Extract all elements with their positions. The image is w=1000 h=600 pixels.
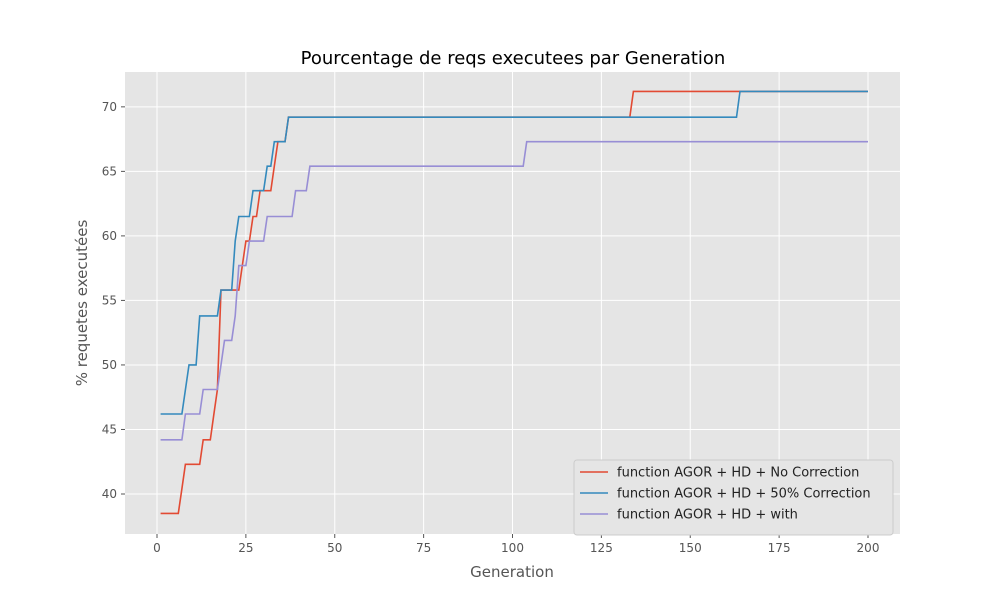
legend-label: function AGOR + HD + No Correction bbox=[617, 466, 859, 481]
y-tick-label: 65 bbox=[102, 164, 117, 178]
series-line-2 bbox=[160, 90, 868, 415]
y-tick-label: 60 bbox=[102, 229, 117, 243]
x-tick-label: 200 bbox=[857, 541, 880, 555]
x-tick-label: 25 bbox=[238, 541, 253, 555]
x-tick-label: 175 bbox=[768, 541, 791, 555]
y-axis-ticks: 40 45 50 55 60 65 70 bbox=[102, 100, 125, 501]
chart-title: Pourcentage de reqs executees par Genera… bbox=[301, 48, 726, 69]
y-tick-label: 55 bbox=[102, 293, 117, 307]
x-tick-label: 125 bbox=[590, 541, 613, 555]
y-tick-label: 70 bbox=[102, 100, 117, 114]
series-lines bbox=[160, 90, 868, 515]
x-tick-label: 150 bbox=[679, 541, 702, 555]
y-tick-label: 50 bbox=[102, 358, 117, 372]
y-axis-title: % requetes executées bbox=[73, 220, 91, 387]
x-axis-ticks: 0 25 50 75 100 125 150 175 200 bbox=[153, 534, 879, 555]
x-axis-title: Generation bbox=[470, 563, 554, 581]
x-tick-label: 100 bbox=[501, 541, 524, 555]
series-line-3 bbox=[160, 140, 868, 441]
legend-box bbox=[573, 459, 894, 536]
x-tick-label: 0 bbox=[153, 541, 161, 555]
x-tick-label: 50 bbox=[327, 541, 342, 555]
y-tick-label: 45 bbox=[102, 422, 117, 436]
x-tick-label: 75 bbox=[416, 541, 431, 555]
y-tick-label: 40 bbox=[102, 487, 117, 501]
legend: function AGOR + HD + No Correction functi… bbox=[573, 459, 894, 536]
legend-label: function AGOR + HD + 50% Correction bbox=[617, 487, 871, 502]
legend-label: function AGOR + HD + with bbox=[617, 508, 798, 523]
